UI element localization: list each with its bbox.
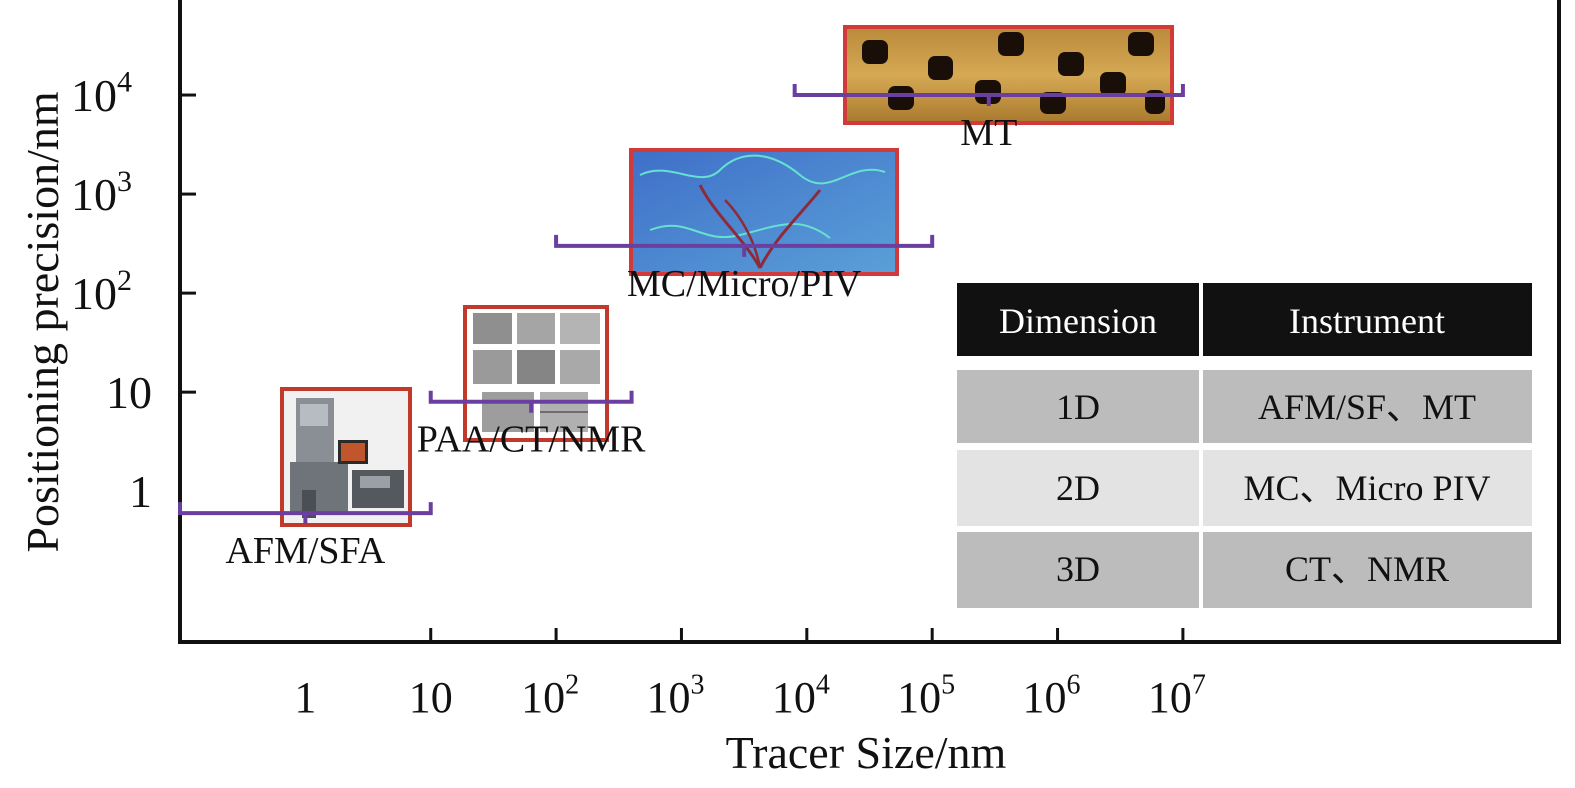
table-header-instrument-label: Instrument bbox=[1289, 301, 1445, 341]
dimension-instrument-table: Dimension Instrument 1D AFM/SF、MT 2D MC、… bbox=[957, 283, 1532, 608]
technique-label: MT bbox=[960, 112, 1017, 154]
y-tick-label: 104 bbox=[71, 66, 132, 121]
afm-instrument-image bbox=[280, 387, 412, 527]
technique-label: PAA/CT/NMR bbox=[417, 419, 646, 461]
technique-label: AFM/SFA bbox=[225, 530, 385, 572]
technique-label: MC/Micro/PIV bbox=[627, 263, 862, 305]
table-cell-instrument: AFM/SF、MT bbox=[1258, 387, 1476, 427]
x-tick-label: 106 bbox=[1023, 670, 1081, 722]
table-cell-dimension: 3D bbox=[1056, 549, 1100, 589]
x-tick-label: 102 bbox=[521, 670, 579, 722]
table-row: 2D MC、Micro PIV bbox=[957, 450, 1532, 526]
technique-bracket bbox=[428, 390, 634, 413]
table-row: 3D CT、NMR bbox=[957, 532, 1532, 608]
x-axis-label: Tracer Size/nm bbox=[726, 727, 1007, 778]
x-tick-label: 104 bbox=[772, 670, 830, 722]
technique-range: MC/Micro/PIV bbox=[554, 234, 935, 305]
technique-bracket bbox=[554, 234, 935, 257]
x-tick-label: 105 bbox=[897, 670, 955, 722]
technique-range: AFM/SFA bbox=[178, 502, 433, 572]
table-row: 1D AFM/SF、MT bbox=[957, 370, 1532, 443]
table-header-instrument bbox=[1203, 283, 1532, 356]
y-tick-label: 102 bbox=[71, 264, 132, 319]
table-cell-instrument: MC、Micro PIV bbox=[1243, 468, 1490, 508]
table-header-dimension bbox=[957, 283, 1199, 356]
x-tick-label: 103 bbox=[646, 670, 704, 722]
table-cell-dimension: 2D bbox=[1056, 468, 1100, 508]
afm-topography-image bbox=[843, 25, 1174, 125]
technique-bracket bbox=[178, 502, 433, 525]
x-tick-label: 10 bbox=[409, 673, 453, 722]
table-cell-dimension: 1D bbox=[1056, 387, 1100, 427]
technique-range: MT bbox=[792, 84, 1185, 154]
x-tick-label: 1 bbox=[294, 673, 316, 722]
y-axis-label: Positioning precision/nm bbox=[17, 91, 68, 553]
y-tick-label: 103 bbox=[71, 165, 132, 220]
x-tick-label: 107 bbox=[1148, 670, 1206, 722]
plot-frame bbox=[178, 0, 1561, 644]
technique-bracket bbox=[792, 84, 1185, 107]
technique-ranges: AFM/SFA PAA/CT/NMR MC/Micro/PIV MT bbox=[178, 84, 1185, 572]
table-header-dimension-label: Dimension bbox=[999, 301, 1157, 341]
x-axis-ticks: 1 10 102 103 104 105 106 107 bbox=[294, 628, 1206, 722]
y-tick-label: 1 bbox=[129, 466, 152, 517]
y-axis-ticks: 1 10 102 103 104 bbox=[71, 66, 196, 517]
technique-range: PAA/CT/NMR bbox=[417, 390, 646, 461]
y-tick-label: 10 bbox=[106, 367, 152, 418]
ct-image-grid bbox=[463, 305, 609, 442]
table-cell-instrument: CT、NMR bbox=[1285, 549, 1449, 589]
microchannel-image bbox=[629, 148, 899, 276]
